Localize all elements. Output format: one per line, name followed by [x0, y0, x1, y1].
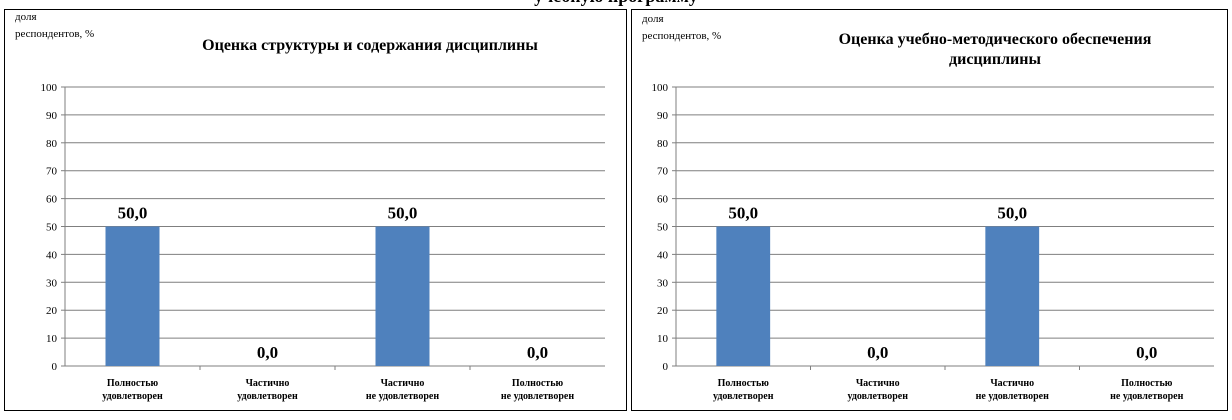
- y-tick-label: 40: [46, 249, 58, 261]
- y-tick-label: 50: [46, 222, 58, 234]
- chart-title: Оценка структуры и содержания дисциплины: [202, 37, 538, 54]
- y-tick-label: 50: [657, 222, 669, 234]
- x-category-label: Полностью: [1121, 378, 1173, 389]
- y-axis-label: доля: [642, 13, 664, 25]
- y-tick-label: 30: [46, 277, 58, 289]
- y-tick-label: 10: [657, 333, 669, 345]
- y-tick-label: 10: [46, 333, 58, 345]
- y-tick-label: 100: [41, 82, 58, 94]
- y-tick-label: 80: [657, 138, 669, 150]
- x-category-label: удовлетворен: [847, 391, 908, 402]
- y-tick-label: 80: [46, 138, 58, 150]
- chart-panel-methodical: доля респондентов, % Оценка учебно-методич…: [631, 9, 1228, 411]
- data-label: 50,0: [997, 204, 1027, 223]
- chart-methodical-svg: доля респондентов, % Оценка учебно-методич…: [642, 13, 1214, 402]
- bar: [985, 226, 1040, 366]
- bar: [716, 226, 771, 366]
- x-category-label: Полностью: [512, 378, 564, 389]
- x-category-label: не удовлетворен: [501, 391, 574, 402]
- y-tick-label: 0: [663, 361, 669, 373]
- y-tick-label: 30: [657, 277, 669, 289]
- bar: [105, 226, 160, 366]
- y-tick-label: 20: [657, 305, 669, 317]
- y-tick-label: 90: [46, 110, 58, 122]
- data-label: 0,0: [527, 343, 548, 362]
- x-category-label: удовлетворен: [237, 391, 298, 402]
- y-tick-label: 0: [52, 361, 58, 373]
- x-category-label: Частично: [990, 378, 1034, 389]
- data-label: 50,0: [388, 204, 418, 223]
- y-tick-label: 70: [46, 166, 58, 178]
- y-tick-label: 60: [657, 194, 669, 206]
- data-label: 50,0: [728, 204, 758, 223]
- chart-structure-svg: доля респондентов, % Оценка структуры и со…: [15, 11, 605, 402]
- bar: [375, 226, 430, 366]
- chart-panel-structure: доля респондентов, % Оценка структуры и со…: [4, 9, 627, 411]
- y-tick-label: 40: [657, 249, 669, 261]
- y-axis-label: респондентов, %: [642, 30, 721, 42]
- data-label: 0,0: [867, 343, 888, 362]
- y-tick-label: 60: [46, 194, 58, 206]
- y-tick-label: 20: [46, 305, 58, 317]
- y-axis-label: доля: [15, 11, 37, 23]
- y-tick-label: 100: [652, 82, 669, 94]
- x-category-label: Полностью: [107, 378, 159, 389]
- x-category-label: не удовлетворен: [366, 391, 439, 402]
- x-category-label: Частично: [246, 378, 290, 389]
- chart-title: Оценка учебно-методического обеспечения: [839, 31, 1152, 48]
- x-category-label: Полностью: [718, 378, 770, 389]
- data-label: 50,0: [118, 204, 148, 223]
- data-label: 0,0: [1136, 343, 1157, 362]
- data-label: 0,0: [257, 343, 278, 362]
- page-top-text: учебную программу: [0, 0, 1232, 8]
- chart-title: дисциплины: [949, 51, 1041, 68]
- y-tick-label: 90: [657, 110, 669, 122]
- y-tick-label: 70: [657, 166, 669, 178]
- x-category-label: Частично: [381, 378, 425, 389]
- x-category-label: удовлетворен: [713, 391, 774, 402]
- x-category-label: не удовлетворен: [1110, 391, 1183, 402]
- y-axis-label: респондентов, %: [15, 28, 94, 40]
- x-category-label: Частично: [856, 378, 900, 389]
- x-category-label: удовлетворен: [102, 391, 163, 402]
- x-category-label: не удовлетворен: [976, 391, 1049, 402]
